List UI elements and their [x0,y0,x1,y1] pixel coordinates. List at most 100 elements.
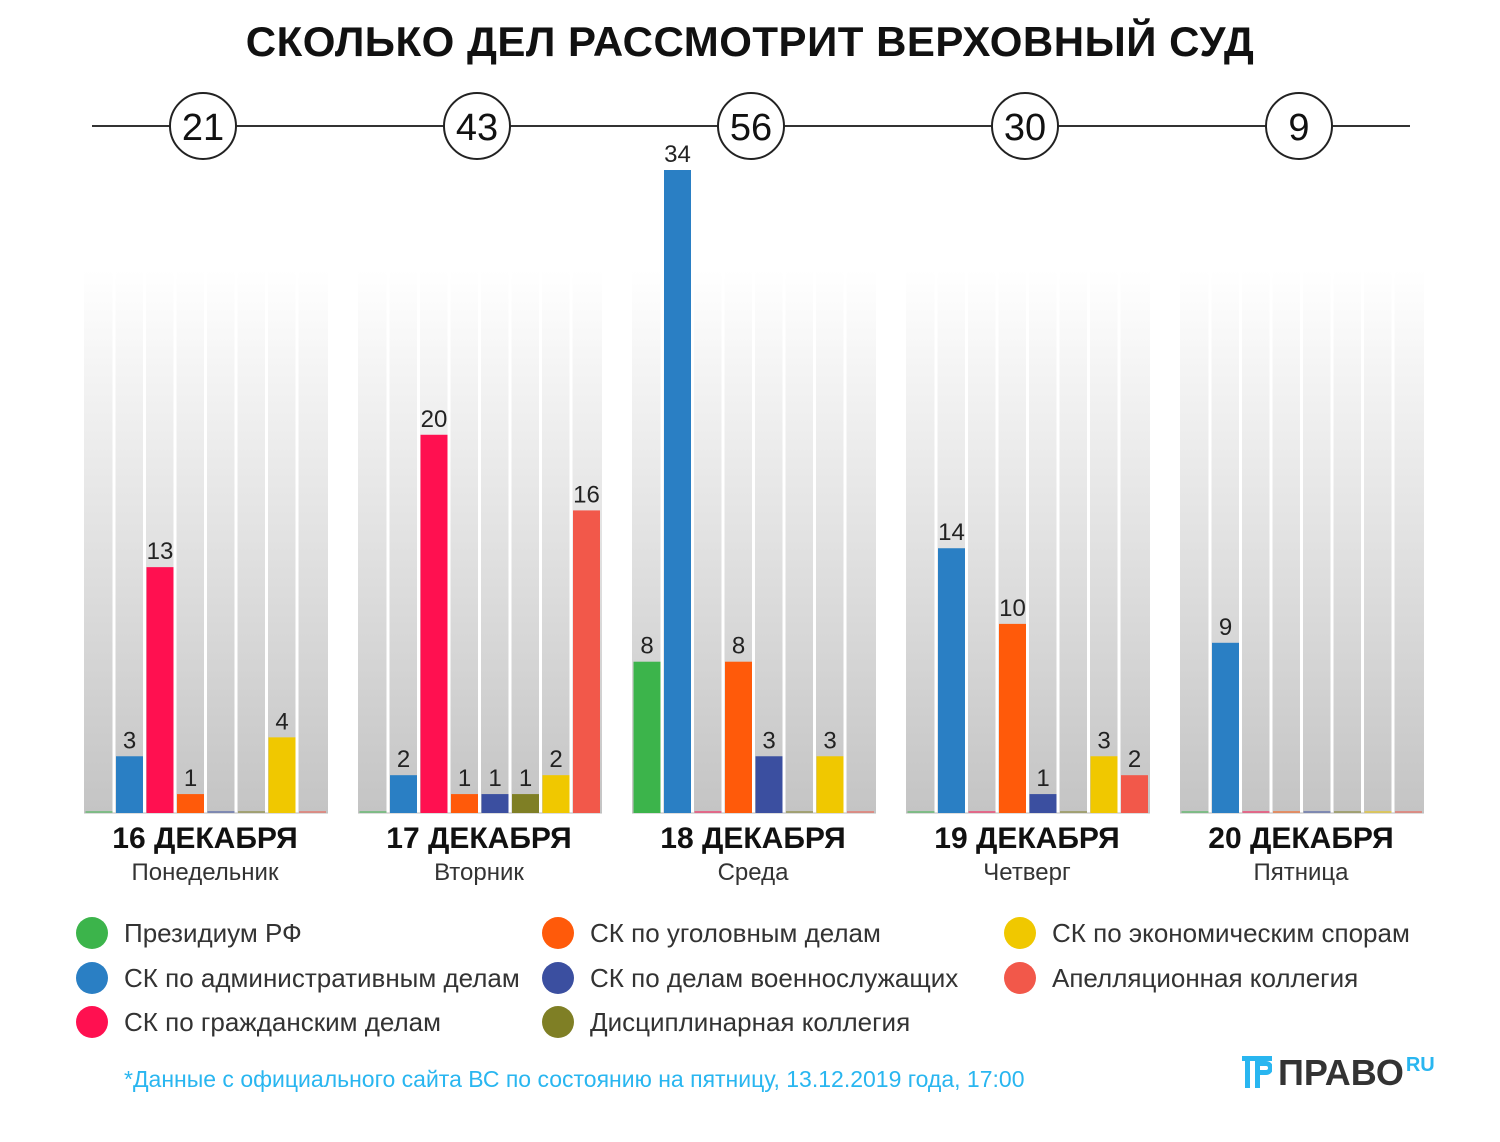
bar-appeal [847,811,874,813]
slot-divider [173,270,177,813]
weekday-label: Пятница [1254,859,1350,886]
pravo-logo-icon [1242,1056,1272,1088]
bar-presidium [633,661,661,813]
slot-divider [1391,270,1395,813]
bar-disciplinary [238,811,265,813]
slot-divider [995,270,999,813]
bar-appeal [299,811,326,813]
bar-admin [116,756,143,813]
weekday-label: Понедельник [132,859,279,886]
legend-label: СК по экономическим спорам [1052,917,1410,948]
slot-divider [1239,270,1242,813]
slot-divider [569,270,573,813]
slot-divider [691,270,694,813]
bar-presidium [907,811,935,813]
slot-divider [508,270,512,813]
slot-divider [782,270,786,813]
day-total: 30 [1004,107,1046,149]
bar-value-label: 1 [1036,765,1049,792]
bar-admin [390,775,417,813]
total-circle [717,92,785,160]
legend-swatch-icon [542,917,574,949]
day-total: 43 [456,107,498,149]
legend-label: Апелляционная коллегия [1052,962,1359,993]
legend-swatch-icon [76,962,108,994]
slot-divider [1208,270,1212,813]
legend-item-admin: СК по административным делам [76,962,520,994]
date-label: 18 ДЕКАБРЯ [660,822,845,855]
legend-swatch-icon [76,1006,108,1038]
legend-item-military: СК по делам военнослужащих [542,962,958,994]
bar-admin [1212,642,1239,813]
bar-value-label: 2 [397,746,410,773]
date-label: 20 ДЕКАБРЯ [1208,822,1393,855]
legend-item-disciplinary: Дисциплинарная коллегия [542,1006,910,1038]
day-total: 56 [730,107,772,149]
slot-divider [143,270,146,813]
bar-economic [542,775,570,813]
legend-label: СК по административным делам [124,962,520,993]
bar-admin [664,170,691,813]
legend-label: СК по делам военнослужащих [590,962,959,993]
date-label: 17 ДЕКАБРЯ [386,822,571,855]
slot-divider [752,270,755,813]
slot-divider [1117,270,1121,813]
slot-divider [1361,270,1364,813]
slot-divider [843,270,847,813]
bar-value-label: 20 [421,406,448,433]
legend-item-presidium: Президиум РФ [76,917,302,949]
bar-appeal [1121,775,1148,813]
day-total: 9 [1288,107,1309,149]
bar-value-label: 1 [184,765,197,792]
slot-divider [295,270,299,813]
chart-title: СКОЛЬКО ДЕЛ РАССМОТРИТ ВЕРХОВНЫЙ СУД [245,18,1255,65]
legend-swatch-icon [542,1006,574,1038]
bar-presidium [85,811,113,813]
legend-label: СК по уголовным делам [590,917,881,948]
bar-criminal [1273,811,1300,813]
slot-divider [1087,270,1090,813]
bar-disciplinary [512,794,539,813]
total-circle [443,92,511,160]
bar-economic [1364,811,1392,813]
bar-value-label: 14 [938,519,965,546]
bar-criminal [999,623,1026,813]
weekday-label: Среда [718,859,790,886]
legend-swatch-icon [1004,917,1036,949]
bar-military [1029,794,1057,813]
slot-divider [417,270,420,813]
bar-economic [268,737,296,813]
bar-appeal [1395,811,1422,813]
legend-label: Дисциплинарная коллегия [590,1006,911,1037]
slot-divider [1026,270,1029,813]
slot-divider [1330,270,1334,813]
bar-value-label: 2 [1128,746,1141,773]
bar-military [207,811,235,813]
bar-disciplinary [1060,811,1087,813]
bar-value-label: 34 [664,141,691,168]
bar-criminal [177,794,204,813]
bar-civil [694,811,722,813]
bar-value-label: 2 [549,746,562,773]
total-circle [1265,92,1333,160]
bar-civil [146,567,174,813]
bar-value-label: 3 [762,727,775,754]
legend-label: СК по гражданским делам [124,1006,441,1037]
bar-disciplinary [786,811,813,813]
bar-admin [938,548,965,813]
total-circle [169,92,237,160]
slot-divider [539,270,542,813]
day-total: 21 [182,107,224,149]
legend-swatch-icon [542,962,574,994]
legend-swatch-icon [76,917,108,949]
weekday-label: Четверг [983,859,1071,886]
bar-civil [968,811,996,813]
bar-value-label: 4 [275,708,288,735]
legend-item-appeal: Апелляционная коллегия [1004,962,1358,994]
slot-divider [265,270,268,813]
slot-divider [965,270,968,813]
bar-value-label: 1 [458,765,471,792]
slot-divider [386,270,390,813]
legend-item-economic: СК по экономическим спорам [1004,917,1410,949]
